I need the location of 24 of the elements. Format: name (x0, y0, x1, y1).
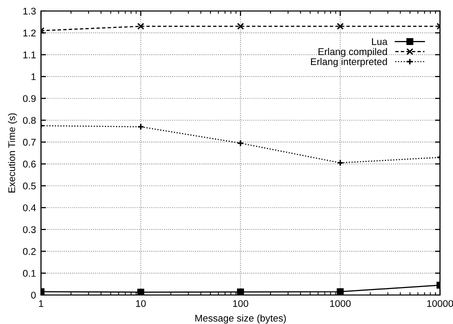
legend-label: Erlang interpreted (311, 58, 387, 68)
y-tick-label: 0.5 (23, 182, 36, 190)
y-tick-label: 1.2 (23, 30, 36, 36)
y-tick-label: 0.8 (23, 116, 36, 124)
y-tick-label: 1.1 (23, 52, 36, 58)
y-axis-title: Execution Time (s) (8, 113, 18, 192)
y-tick-label: 0.6 (23, 160, 36, 168)
y-tick-label: 0.4 (23, 204, 36, 212)
legend-label: Lua (372, 38, 388, 46)
x-tick-label: 100 (233, 300, 248, 307)
y-tick-label: 0.7 (23, 138, 36, 146)
y-tick-label: 1.3 (23, 8, 36, 15)
legend-label: Erlang compiled (318, 48, 387, 58)
x-tick-label: 1000 (330, 300, 351, 307)
y-tick-label: 0 (31, 292, 36, 299)
y-tick-label: 1 (31, 73, 36, 80)
x-tick-label: 10000 (427, 300, 453, 307)
y-tick-label: 0.2 (23, 248, 36, 255)
x-tick-label: 10 (136, 300, 146, 307)
y-tick-label: 0.3 (23, 226, 36, 234)
x-tick-label: 1 (39, 300, 44, 307)
y-tick-label: 0.9 (23, 95, 36, 102)
x-axis-title: Message size (bytes) (195, 314, 286, 324)
y-tick-label: 0.1 (23, 270, 36, 277)
